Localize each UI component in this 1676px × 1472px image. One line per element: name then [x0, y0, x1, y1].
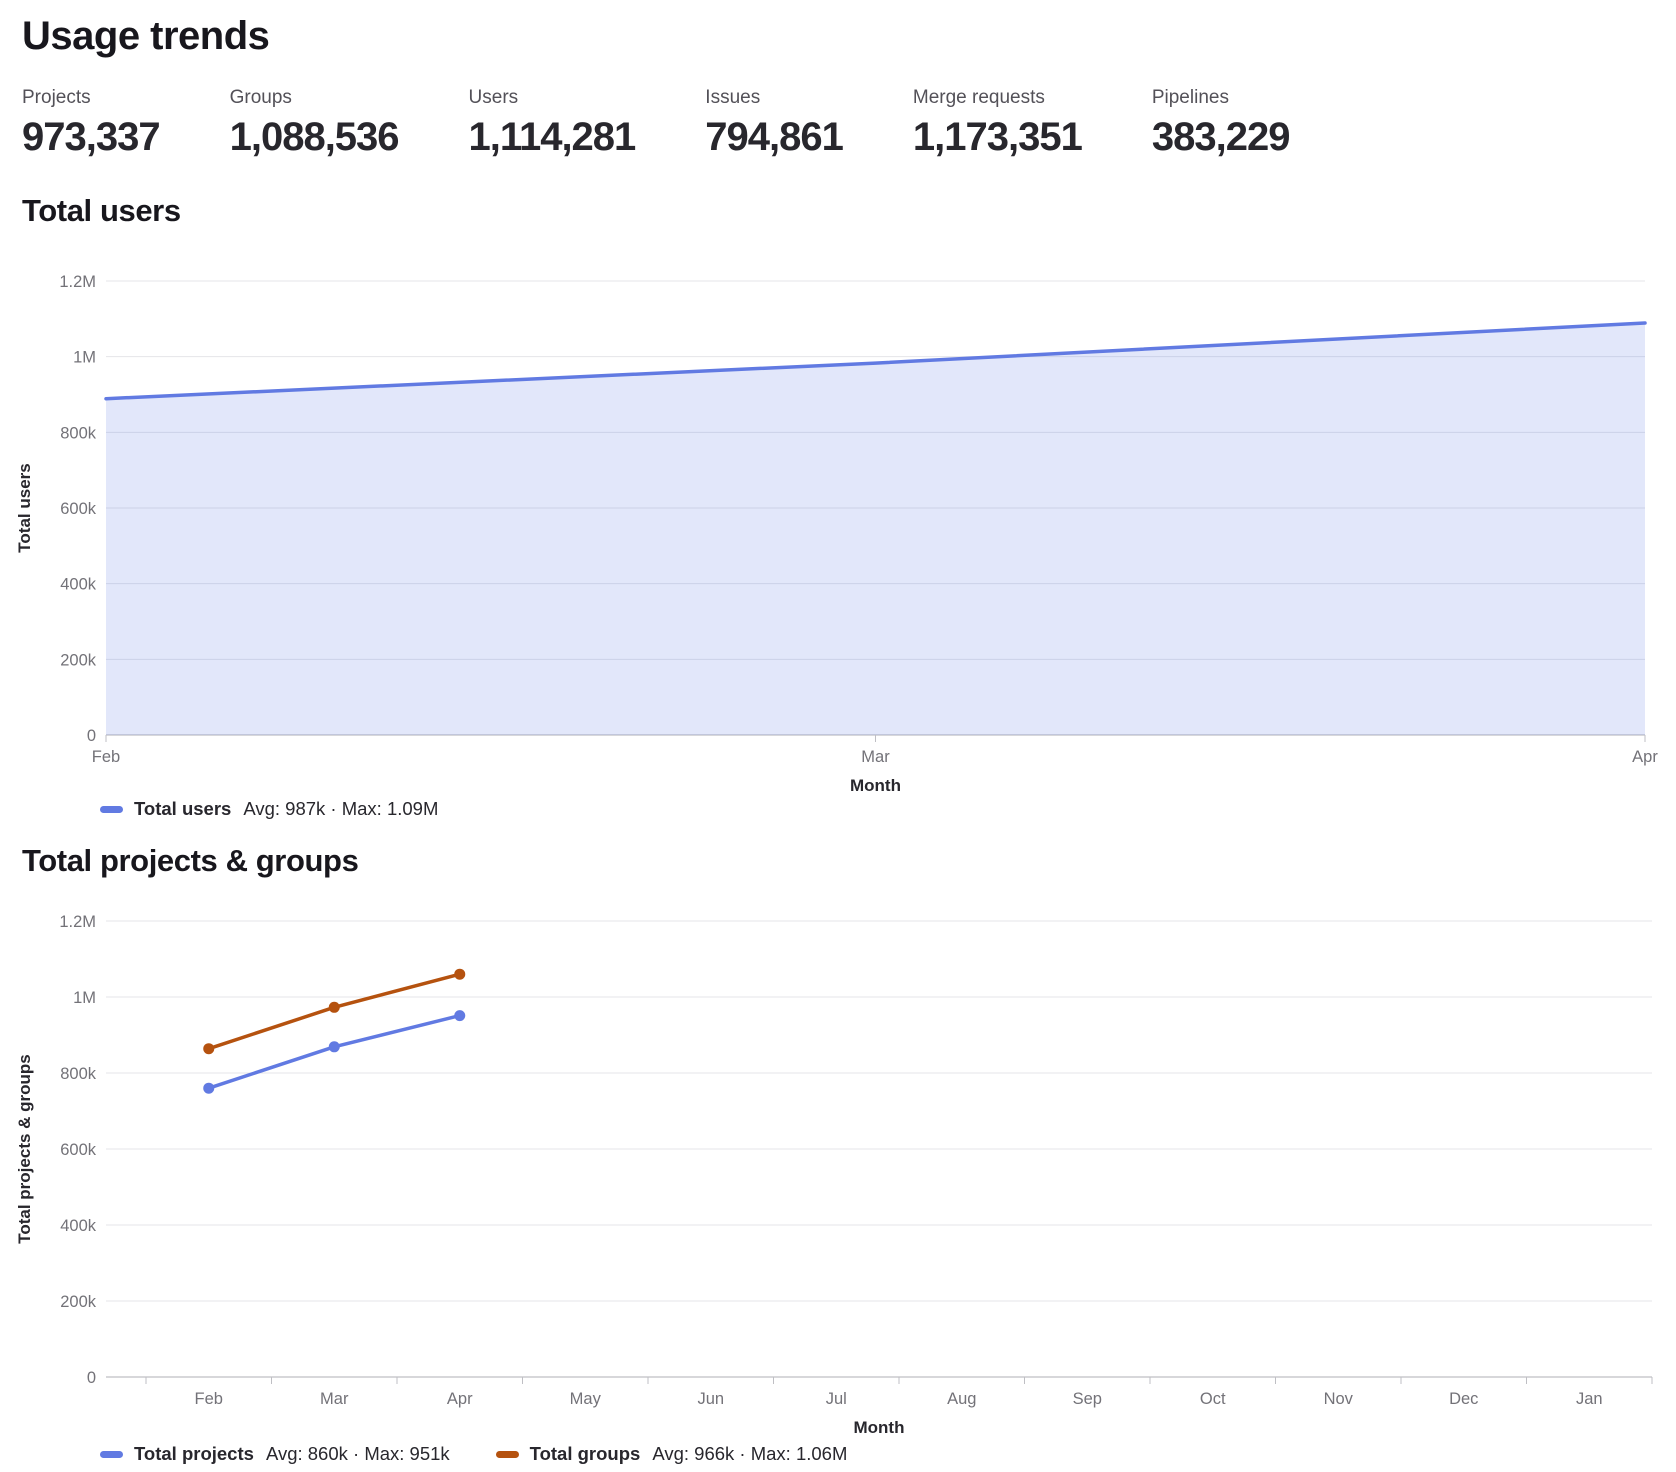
- svg-text:May: May: [570, 1390, 602, 1408]
- legend-stats: Avg: 987k · Max: 1.09M: [243, 798, 439, 820]
- stat-label: Users: [468, 87, 519, 108]
- chart-title-total-projects-groups: Total projects & groups: [22, 843, 359, 879]
- svg-text:Month: Month: [854, 1418, 905, 1437]
- page-title: Usage trends: [22, 14, 270, 58]
- stat-users: Users 1,114,281: [468, 86, 637, 160]
- svg-text:200k: 200k: [60, 1293, 97, 1311]
- svg-text:1.2M: 1.2M: [59, 913, 96, 931]
- stat-value: 794,861: [705, 114, 844, 159]
- stat-label: Issues: [705, 87, 761, 108]
- total-projects-groups-line-chart[interactable]: 0 200k 400k 600k 800k 1M 1.2M Feb Mar Apr May Jun Ju…: [0, 895, 1676, 1441]
- stat-label: Groups: [229, 87, 292, 108]
- legend-item-total-projects[interactable]: Total projects Avg: 860k · Max: 951k: [100, 1443, 450, 1465]
- legend-stats: Avg: 966k · Max: 1.06M: [652, 1443, 848, 1465]
- svg-text:Total projects & groups: Total projects & groups: [15, 1054, 34, 1244]
- stat-label: Merge requests: [912, 87, 1045, 108]
- legend-label: Total projects: [134, 1443, 254, 1465]
- legend-swatch-total-groups: [495, 1450, 519, 1458]
- total-users-section: Total users 0 200k 400k 600k 800k 1M 1.2M Feb Ma…: [0, 192, 1676, 821]
- svg-text:Total users: Total users: [15, 464, 34, 553]
- svg-text:Mar: Mar: [861, 748, 890, 766]
- svg-text:0: 0: [87, 1369, 96, 1387]
- svg-text:600k: 600k: [60, 1141, 97, 1159]
- stat-label: Projects: [22, 87, 91, 108]
- stat-value: 973,337: [22, 114, 161, 159]
- svg-text:800k: 800k: [60, 425, 97, 443]
- total-projects-groups-legend: Total projects Avg: 860k · Max: 951k Tot…: [100, 1443, 1676, 1465]
- svg-text:0: 0: [87, 727, 96, 745]
- legend-item-total-users[interactable]: Total users Avg: 987k · Max: 1.09M: [100, 798, 438, 820]
- legend-label: Total users: [134, 798, 232, 820]
- legend-swatch-total-projects: [100, 1450, 123, 1458]
- svg-text:Feb: Feb: [195, 1390, 223, 1408]
- legend-label: Total groups: [529, 1443, 641, 1465]
- svg-text:1.2M: 1.2M: [59, 273, 96, 291]
- stat-label: Pipelines: [1151, 87, 1229, 108]
- svg-text:Month: Month: [850, 776, 901, 795]
- svg-text:400k: 400k: [60, 1217, 97, 1235]
- svg-text:Oct: Oct: [1200, 1390, 1226, 1408]
- svg-text:Apr: Apr: [447, 1390, 473, 1408]
- svg-text:800k: 800k: [60, 1065, 97, 1083]
- stat-issues: Issues 794,861: [705, 86, 844, 160]
- svg-text:Nov: Nov: [1324, 1390, 1354, 1408]
- svg-text:Jun: Jun: [697, 1390, 724, 1408]
- svg-text:Aug: Aug: [947, 1390, 976, 1408]
- svg-text:Jan: Jan: [1576, 1390, 1603, 1408]
- chart-title-total-users: Total users: [22, 192, 181, 228]
- stat-value: 1,088,536: [229, 114, 400, 159]
- total-users-area-chart[interactable]: 0 200k 400k 600k 800k 1M 1.2M Feb Mar Apr Month Tot…: [0, 244, 1676, 796]
- stat-merge-requests: Merge requests 1,173,351: [912, 86, 1083, 160]
- svg-text:400k: 400k: [60, 576, 97, 594]
- legend-swatch-total-users: [100, 805, 123, 813]
- svg-text:600k: 600k: [60, 500, 97, 518]
- svg-text:Sep: Sep: [1073, 1390, 1102, 1408]
- svg-text:200k: 200k: [60, 652, 97, 670]
- svg-text:Jul: Jul: [826, 1390, 847, 1408]
- total-users-legend: Total users Avg: 987k · Max: 1.09M: [100, 798, 1676, 820]
- stat-groups: Groups 1,088,536: [229, 86, 400, 160]
- stat-value: 1,173,351: [912, 114, 1083, 159]
- svg-text:Feb: Feb: [92, 748, 120, 766]
- stat-value: 1,114,281: [468, 114, 637, 159]
- svg-text:Mar: Mar: [320, 1390, 349, 1408]
- svg-text:Dec: Dec: [1449, 1390, 1478, 1408]
- stat-pipelines: Pipelines 383,229: [1151, 86, 1291, 160]
- svg-text:1M: 1M: [73, 989, 96, 1007]
- stats-row: Projects 973,337 Groups 1,088,536 Users …: [22, 86, 1676, 160]
- legend-item-total-groups[interactable]: Total groups Avg: 966k · Max: 1.06M: [495, 1443, 848, 1465]
- svg-text:1M: 1M: [73, 349, 96, 367]
- total-projects-groups-section: Total projects & groups 0 200k 400k 600k 800…: [0, 842, 1676, 1465]
- stat-value: 383,229: [1151, 114, 1291, 159]
- svg-text:Apr: Apr: [1632, 748, 1658, 766]
- stat-projects: Projects 973,337: [22, 86, 161, 160]
- legend-stats: Avg: 860k · Max: 951k: [265, 1443, 450, 1465]
